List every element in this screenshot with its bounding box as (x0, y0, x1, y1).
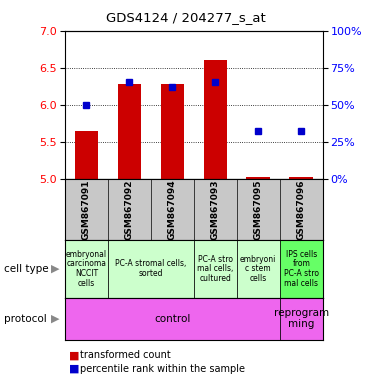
Bar (108, 240, 194, 298)
Text: GSM867096: GSM867096 (297, 179, 306, 240)
Bar (194, 240, 237, 298)
Bar (237, 240, 280, 298)
Bar (118, 84, 141, 179)
Bar (289, 177, 313, 179)
Bar (65, 298, 280, 340)
Text: embryoni
c stem
cells: embryoni c stem cells (240, 255, 276, 283)
Text: GSM867095: GSM867095 (254, 179, 263, 240)
Bar (204, 60, 227, 179)
Bar (280, 298, 323, 340)
Text: ■: ■ (69, 350, 79, 360)
Text: percentile rank within the sample: percentile rank within the sample (80, 364, 245, 374)
Bar (65, 240, 108, 298)
Text: ▶: ▶ (51, 264, 59, 274)
Text: PC-A stromal cells,
sorted: PC-A stromal cells, sorted (115, 260, 187, 278)
Text: control: control (154, 314, 191, 324)
Text: GSM867094: GSM867094 (168, 179, 177, 240)
Text: GSM867093: GSM867093 (211, 179, 220, 240)
Text: protocol: protocol (4, 314, 46, 324)
Text: ▶: ▶ (51, 314, 59, 324)
Text: ■: ■ (69, 364, 79, 374)
Bar (280, 240, 323, 298)
Text: IPS cells
from
PC-A stro
mal cells: IPS cells from PC-A stro mal cells (284, 250, 319, 288)
Bar (75, 131, 98, 179)
Text: cell type: cell type (4, 264, 48, 274)
Text: GSM867092: GSM867092 (125, 179, 134, 240)
Text: reprogram
ming: reprogram ming (274, 308, 329, 329)
Bar (161, 84, 184, 179)
Text: GSM867091: GSM867091 (82, 179, 91, 240)
Text: embryonal
carcinoma
NCCIT
cells: embryonal carcinoma NCCIT cells (66, 250, 107, 288)
Text: PC-A stro
mal cells,
cultured: PC-A stro mal cells, cultured (197, 255, 233, 283)
Text: transformed count: transformed count (80, 350, 171, 360)
Text: GDS4124 / 204277_s_at: GDS4124 / 204277_s_at (106, 11, 265, 24)
Bar (246, 177, 270, 179)
